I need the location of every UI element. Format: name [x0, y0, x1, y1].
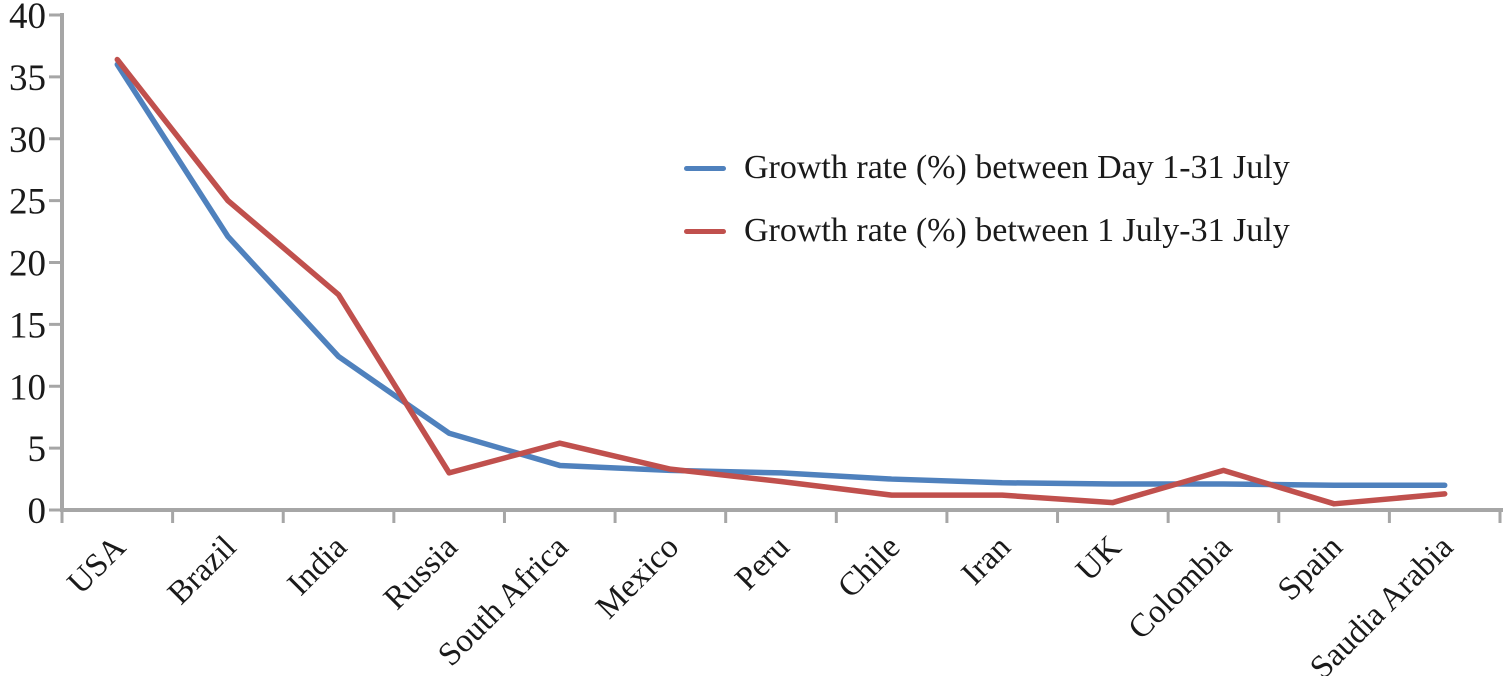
x-category-label: Mexico: [589, 529, 686, 626]
legend-label: Growth rate (%) between Day 1-31 July: [744, 149, 1290, 186]
series-line-0: [114, 61, 1448, 488]
y-tick-label: 40: [9, 0, 46, 37]
legend-swatch-blue-line: [684, 165, 726, 171]
x-category-label: Peru: [728, 529, 796, 597]
x-category-label: Chile: [831, 529, 907, 605]
legend: Growth rate (%) between Day 1-31 July Gr…: [684, 147, 1290, 252]
y-tick-label: 30: [9, 120, 46, 161]
x-category-label: India: [281, 529, 355, 603]
legend-swatch-red-line: [684, 228, 726, 234]
legend-item-series-1: Growth rate (%) between 1 July-31 July: [684, 210, 1290, 252]
x-category-label: Iran: [955, 529, 1018, 592]
y-tick-label: 10: [9, 367, 46, 408]
y-tick-label: 15: [9, 305, 46, 346]
legend-item-series-0: Growth rate (%) between Day 1-31 July: [684, 147, 1290, 189]
y-tick-label: 25: [9, 182, 46, 223]
x-category-label: Russia: [377, 529, 465, 617]
x-category-label: UK: [1069, 529, 1128, 588]
y-tick-label: 0: [28, 491, 47, 532]
x-category-label: USA: [61, 529, 133, 601]
y-tick-label: 35: [9, 58, 46, 99]
x-category-label: Brazil: [161, 529, 243, 611]
legend-label: Growth rate (%) between 1 July-31 July: [744, 212, 1290, 249]
x-category-label: Colombia: [1122, 529, 1240, 647]
y-tick-label: 5: [28, 429, 47, 470]
y-tick-label: 20: [9, 244, 46, 285]
series-line-1: [114, 56, 1448, 507]
x-category-label: Spain: [1271, 529, 1350, 608]
